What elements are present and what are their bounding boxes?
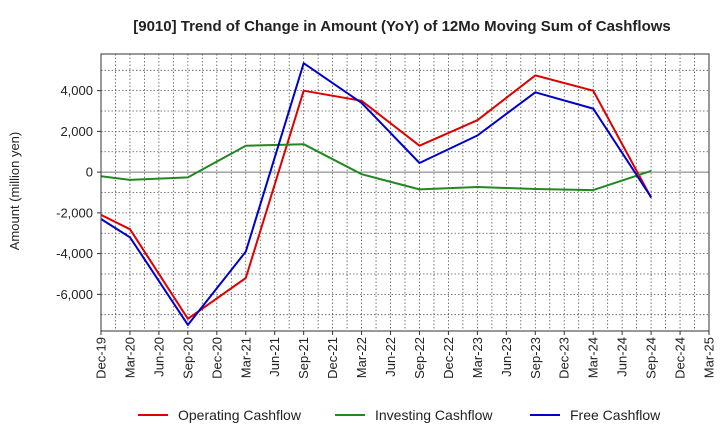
x-tick-label: Mar-22 xyxy=(354,337,369,378)
x-tick-label: Mar-20 xyxy=(123,337,138,378)
x-tick-label: Sep-21 xyxy=(296,337,311,379)
y-tick-label: 2,000 xyxy=(60,124,93,139)
x-tick-label: Mar-23 xyxy=(470,337,485,378)
y-tick-label: 0 xyxy=(86,165,93,180)
x-tick-label: Jun-24 xyxy=(615,337,630,377)
x-tick-label: Dec-21 xyxy=(325,337,340,379)
x-axis-ticks: Dec-19 Mar-20 Jun-20 Sep-20 Dec-20 Mar-21 Jun-… xyxy=(94,331,717,379)
x-tick-label: Sep-22 xyxy=(412,337,427,379)
y-tick-label: -4,000 xyxy=(56,246,93,261)
x-tick-label: Sep-20 xyxy=(180,337,195,379)
x-tick-label: Dec-22 xyxy=(441,337,456,379)
legend-label-investing-cashflow: Investing Cashflow xyxy=(375,407,493,423)
x-tick-label: Dec-23 xyxy=(557,337,572,379)
plot-area-frame xyxy=(100,53,710,332)
y-axis-ticks: 4,000 2,000 0 -2,000 -4,000 -6,000 xyxy=(56,83,101,302)
series-line-free-cashflow xyxy=(100,62,652,326)
x-tick-label: Jun-21 xyxy=(267,337,282,377)
x-tick-label: Mar-21 xyxy=(238,337,253,378)
x-tick-label: Mar-24 xyxy=(586,337,601,378)
chart-title: [9010] Trend of Change in Amount (YoY) o… xyxy=(133,18,671,35)
y-tick-label: 4,000 xyxy=(60,83,93,98)
y-axis-label: Amount (million yen) xyxy=(7,132,22,251)
series-line-operating-cashflow xyxy=(100,74,652,320)
x-tick-label: Jun-20 xyxy=(151,337,166,377)
legend-label-free-cashflow: Free Cashflow xyxy=(570,407,661,423)
series-lines xyxy=(100,62,652,326)
series-line-investing-cashflow xyxy=(100,143,652,192)
legend: Operating Cashflow Investing Cashflow Free… xyxy=(138,407,661,423)
x-tick-label: Jun-23 xyxy=(499,337,514,377)
x-tick-label: Dec-24 xyxy=(673,337,688,379)
x-tick-label: Sep-23 xyxy=(528,337,543,379)
x-tick-label: Sep-24 xyxy=(644,337,659,379)
x-tick-label: Dec-20 xyxy=(209,337,224,379)
y-tick-label: -2,000 xyxy=(56,205,93,220)
x-tick-label: Dec-19 xyxy=(94,337,109,379)
x-tick-label: Mar-25 xyxy=(702,337,717,378)
y-tick-label: -6,000 xyxy=(56,287,93,302)
x-tick-label: Jun-22 xyxy=(383,337,398,377)
grid xyxy=(100,54,710,331)
legend-label-operating-cashflow: Operating Cashflow xyxy=(178,407,302,423)
